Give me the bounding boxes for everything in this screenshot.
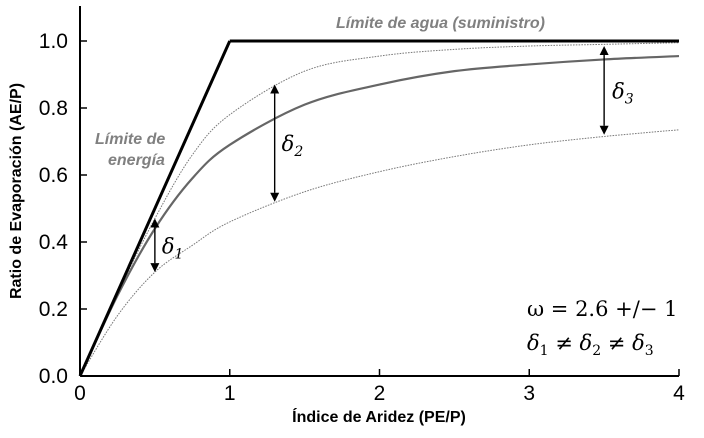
delta-inequality: δ1 ≠ δ2 ≠ δ3 xyxy=(527,331,654,359)
y-tick-label: 0.0 xyxy=(39,365,68,388)
arrowhead-down xyxy=(599,125,609,135)
arrowhead-up xyxy=(150,218,160,228)
arrowhead-down xyxy=(150,263,160,273)
y-tick-label: 0.8 xyxy=(39,97,68,120)
delta-label-3: δ3 xyxy=(612,79,634,107)
arrowhead-up xyxy=(599,46,609,56)
y-tick-label: 0.6 xyxy=(39,164,68,187)
arrowhead-up xyxy=(270,84,280,94)
energy-limit-label-line2: energía xyxy=(108,152,165,169)
curve-bound-2 xyxy=(79,129,680,377)
curve-central xyxy=(79,54,680,377)
y-tick-label: 0.2 xyxy=(39,298,68,321)
x-tick-label: 2 xyxy=(374,382,386,405)
energy-limit-line xyxy=(78,40,232,377)
x-tick-label: 3 xyxy=(523,382,535,405)
x-tick-label: 0 xyxy=(74,382,86,405)
x-tick-label: 4 xyxy=(673,382,685,405)
y-tick-label: 1.0 xyxy=(39,30,68,53)
y-tick-label: 0.4 xyxy=(39,231,69,254)
water-limit-label: Límite de agua (suministro) xyxy=(336,15,545,32)
x-tick-label: 1 xyxy=(224,382,236,405)
y-axis-title: Ratio de Evaporación (AE/P) xyxy=(8,83,25,299)
x-axis-title: Índice de Aridez (PE/P) xyxy=(292,407,466,426)
delta-label-2: δ2 xyxy=(282,132,304,160)
delta-label-1: δ1 xyxy=(162,234,184,262)
curve-bound-1 xyxy=(79,42,680,377)
energy-limit-label-line1: Límite de xyxy=(95,131,165,148)
arrowhead-down xyxy=(270,192,280,202)
omega-annotation: ω = 2.6 +/− 1 xyxy=(527,297,677,321)
